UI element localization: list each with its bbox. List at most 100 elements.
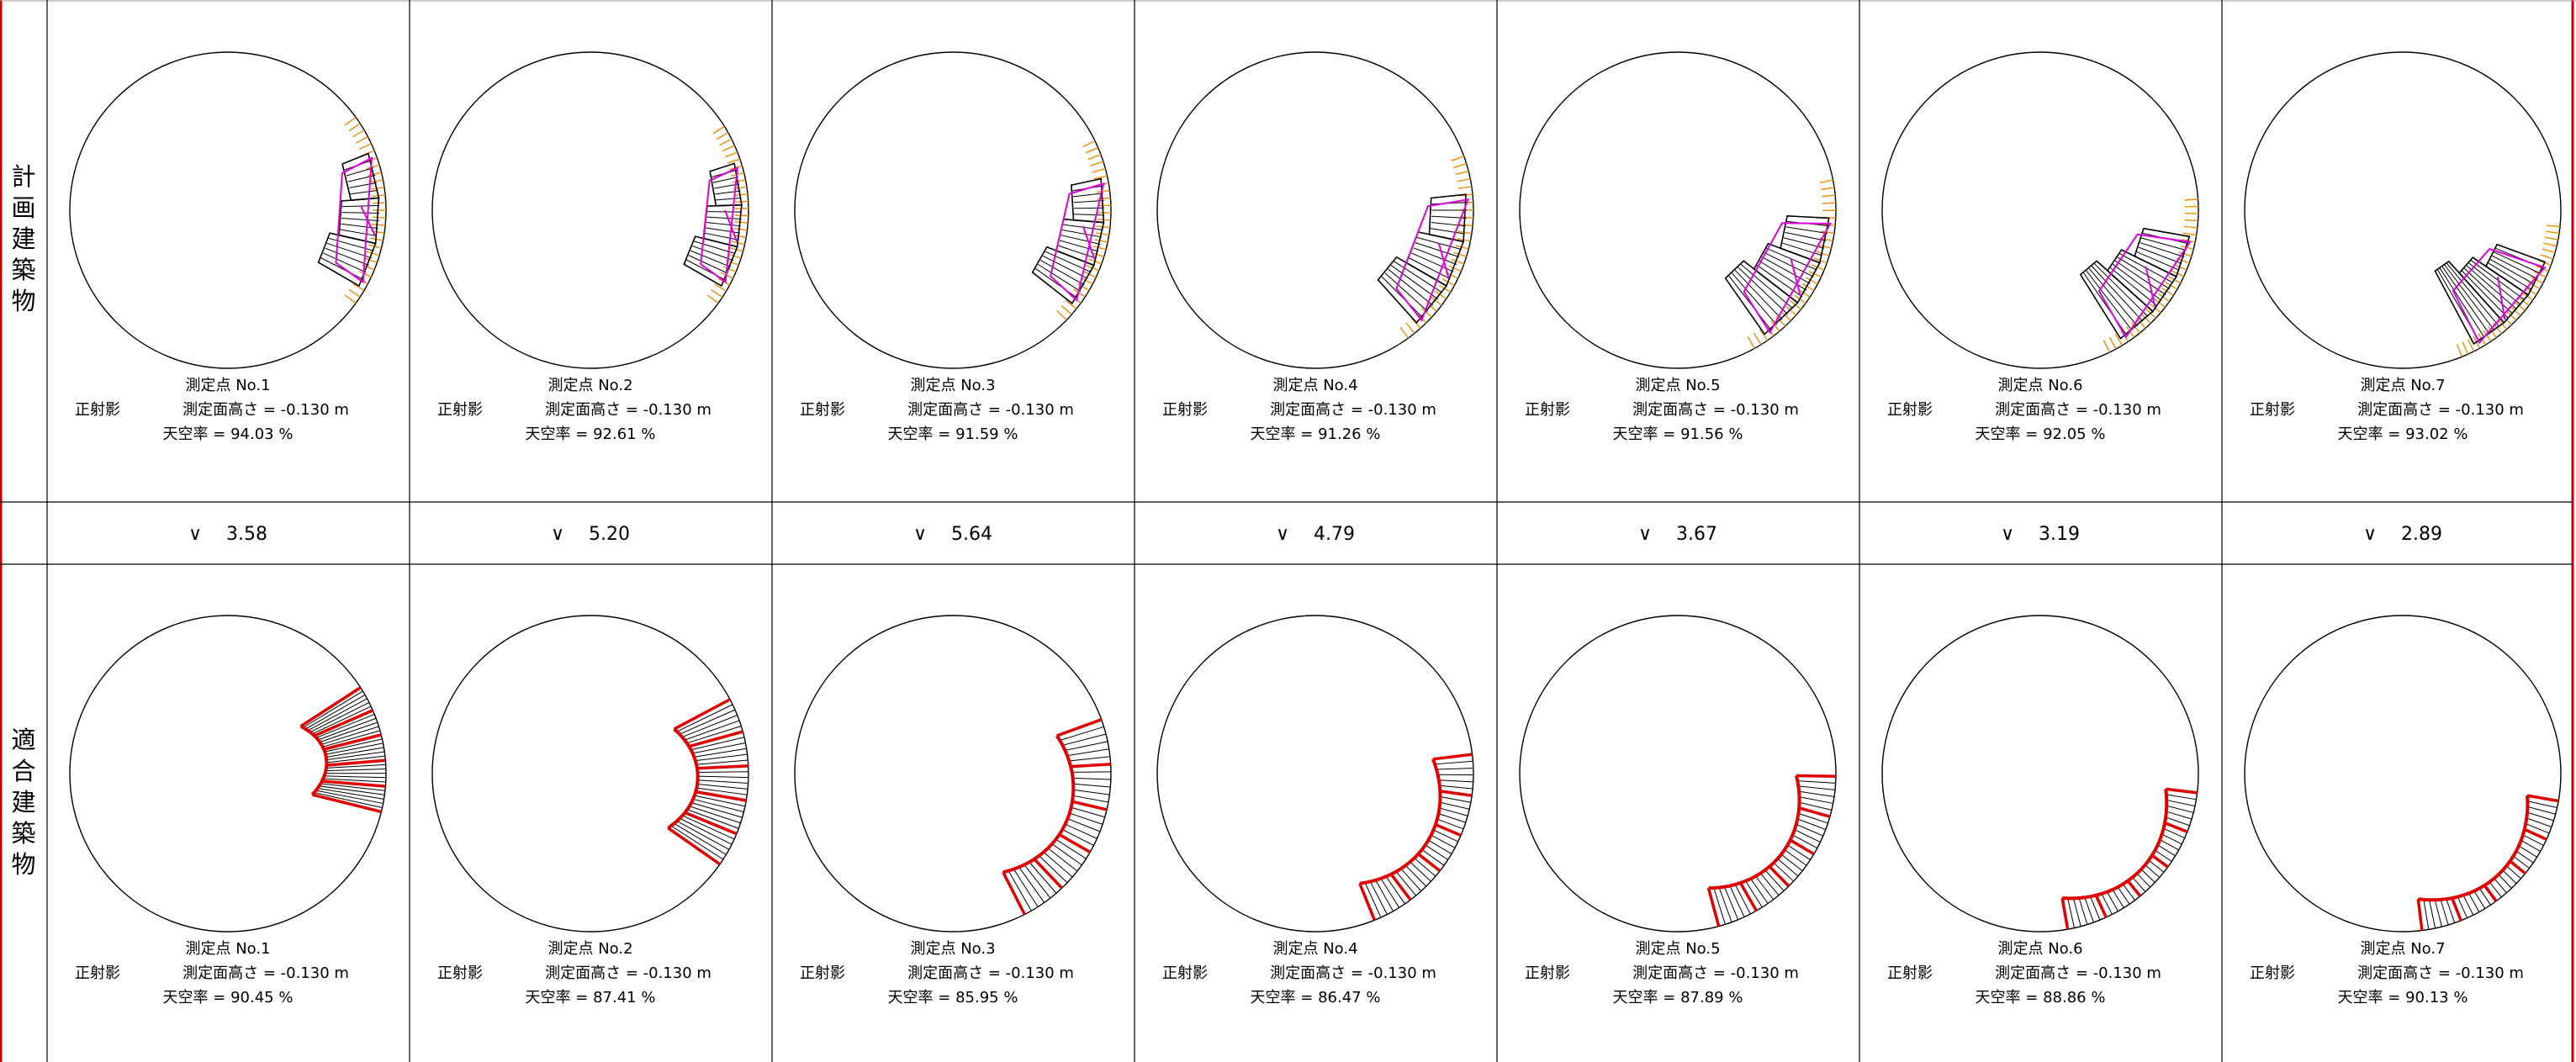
planned-building-orange-hatch	[1819, 179, 1833, 183]
row-label-planned-building: 建	[11, 225, 35, 253]
sky-factor-value: 天空率 = 93.02 %	[2338, 425, 2468, 443]
conforming-building-ray	[1729, 885, 1745, 917]
planned-building-wireframe-line	[350, 189, 378, 195]
conforming-building-inner-edge	[1359, 758, 1442, 885]
planned-building-orange-hatch	[1455, 245, 1469, 250]
sky-dome-circle	[2244, 615, 2562, 933]
planned-building-wireframe-line	[2444, 264, 2495, 331]
conforming-building-ray	[1055, 838, 1087, 859]
planned-building-orange-hatch	[1811, 264, 1825, 271]
planned-building-magenta-line	[1790, 257, 1801, 297]
conforming-building-ray	[1421, 849, 1445, 866]
conforming-building-ray	[1436, 818, 1464, 830]
measurement-height-label: 測定面高さ = -0.130 m	[182, 964, 349, 982]
conforming-building-ray	[2140, 869, 2155, 883]
conforming-building-ray	[1389, 873, 1412, 901]
comparison-value: ∨ 4.79	[1276, 524, 1355, 545]
projection-label: 正射影	[1162, 401, 1208, 419]
conforming-building-ray	[1768, 865, 1791, 888]
planned-building-wireframe-line	[1415, 242, 1460, 258]
projection-label: 正射影	[800, 964, 845, 982]
measurement-height-label: 測定面高さ = -0.130 m	[1632, 964, 1799, 982]
sky-dome-circle	[1519, 51, 1837, 369]
conforming-building-ray	[2462, 895, 2474, 916]
planned-building-magenta-line	[2145, 266, 2156, 307]
planned-building-wireframe-line	[2463, 267, 2514, 314]
conforming-building-ray	[2509, 859, 2526, 875]
planned-building-orange-hatch	[711, 289, 723, 299]
planned-building-wireframe-line	[1409, 257, 1451, 280]
planned-building-orange-hatch	[369, 179, 383, 183]
conforming-building-ray	[1069, 756, 1110, 762]
conforming-building-ray	[2166, 794, 2197, 800]
planned-building-wireframe-line	[2489, 258, 2536, 285]
conforming-building-ray	[1724, 886, 1739, 921]
conforming-building-ray	[696, 764, 748, 770]
comparison-value: ∨ 3.67	[1638, 524, 1717, 545]
conforming-building-ray	[326, 758, 386, 767]
conforming-building-ray	[320, 721, 378, 743]
planned-building-wireframe-line	[690, 250, 732, 267]
measurement-height-label: 測定面高さ = -0.130 m	[1270, 964, 1436, 982]
planned-building-orange-hatch	[719, 138, 733, 146]
conforming-building-ray	[1375, 880, 1394, 911]
planned-building-orange-hatch	[1094, 239, 1108, 243]
conforming-building-ray	[2526, 817, 2552, 827]
conforming-cell-2: 測定点 No.2 正射影 測定面高さ = -0.130 m 天空率 = 87.41 %	[431, 615, 749, 1007]
planned-building-orange-hatch	[1083, 271, 1097, 278]
conforming-building-ray	[315, 790, 383, 804]
planned-building-orange-hatch	[1448, 265, 1462, 272]
conforming-building-ray	[1425, 844, 1448, 860]
comparison-value: ∨ 5.20	[551, 524, 630, 545]
conforming-building-ray	[2502, 869, 2517, 885]
conforming-cell-3: 測定点 No.3 正射影 測定面高さ = -0.130 m 天空率 = 85.95 %	[794, 615, 1112, 1007]
measurement-point-label: 測定点 No.7	[2360, 377, 2445, 394]
planned-building-orange-hatch	[2456, 344, 2463, 357]
conforming-cell-6: 測定点 No.6 正射影 測定面高さ = -0.130 m 天空率 = 88.86 %	[1881, 615, 2199, 1007]
conforming-building-ray	[1706, 887, 1721, 927]
planned-building-wireframe-line	[1431, 221, 1467, 227]
planned-building-orange-hatch	[2140, 313, 2151, 325]
row-label-conforming-building: 適	[11, 726, 35, 754]
measurement-point-label: 測定点 No.3	[910, 377, 995, 394]
planned-building-orange-hatch	[364, 257, 378, 264]
planned-building-orange-hatch	[733, 227, 748, 231]
conforming-building-ray	[320, 783, 385, 791]
conforming-building-inner-edge	[1002, 734, 1076, 874]
planned-building-orange-hatch	[1090, 161, 1104, 166]
measurement-point-label: 測定点 No.6	[1997, 940, 2082, 958]
planned-building-orange-hatch	[2544, 236, 2558, 240]
conforming-building-ray	[1033, 858, 1063, 890]
planned-building-orange-hatch	[1405, 322, 1415, 334]
conforming-building-ray	[1798, 812, 1828, 824]
planned-building-wireframe-line	[2488, 262, 2532, 290]
conforming-building-ray	[312, 705, 372, 735]
conforming-building-ray	[2473, 890, 2486, 909]
conforming-cell-5: 測定点 No.5 正射影 測定面高さ = -0.130 m 天空率 = 87.89 %	[1519, 615, 1837, 1007]
planned-building-orange-hatch	[727, 253, 742, 259]
planned-building-wireframe-line	[2109, 267, 2158, 307]
planned-building-orange-hatch	[2184, 198, 2198, 201]
conforming-building-ray	[2117, 886, 2130, 905]
planned-building-wireframe-line	[706, 216, 742, 219]
conforming-building-ray	[1777, 858, 1799, 877]
conforming-building-ray	[1051, 843, 1082, 866]
conforming-building-ray	[1024, 864, 1051, 899]
sky-dome-circle	[1519, 615, 1837, 933]
conforming-building-ray	[323, 778, 386, 783]
conforming-building-ray	[1058, 832, 1092, 853]
row-label-planned-building: 画	[11, 193, 35, 222]
conforming-building-ray	[2161, 833, 2182, 845]
conforming-building-ray	[1796, 774, 1837, 779]
conforming-building-ray	[307, 698, 368, 732]
conforming-building-ray	[1436, 767, 1473, 770]
conforming-building-ray	[1789, 838, 1815, 856]
planned-building-orange-hatch	[714, 283, 727, 292]
conforming-building-ray	[1435, 823, 1462, 837]
planned-building-wireframe-line	[1073, 193, 1103, 198]
conforming-building-ray	[2164, 821, 2188, 833]
conforming-building-ray	[1799, 801, 1833, 811]
planned-building-orange-hatch	[1410, 317, 1421, 329]
planned-building-wireframe-line	[341, 217, 379, 222]
